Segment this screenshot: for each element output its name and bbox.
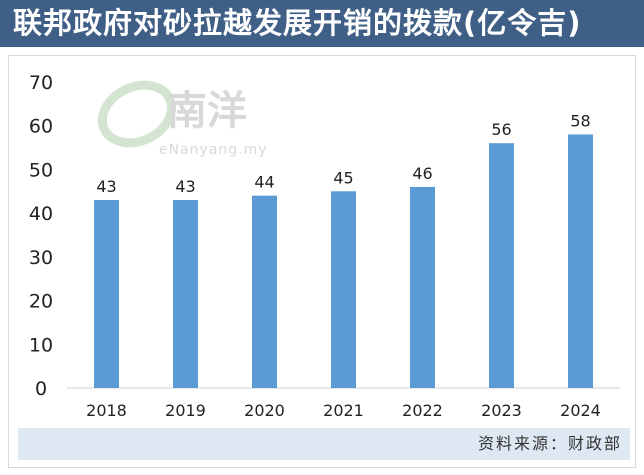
source-bar: 资料来源：财政部 <box>18 428 630 460</box>
x-tick-label: 2024 <box>560 401 601 420</box>
bar <box>410 186 435 388</box>
x-tick-label: 2023 <box>481 401 522 420</box>
bar-value-label: 45 <box>333 168 353 187</box>
bar <box>489 143 514 388</box>
x-tick-label: 2018 <box>86 401 127 420</box>
y-tick-label: 60 <box>29 116 53 138</box>
x-tick-label: 2020 <box>244 401 285 420</box>
bar-value-label: 46 <box>412 164 432 183</box>
bar-value-label: 56 <box>491 120 511 139</box>
x-tick-label: 2021 <box>323 401 364 420</box>
bar-value-label: 58 <box>570 111 590 130</box>
bar <box>568 134 593 388</box>
x-tick-label: 2022 <box>402 401 443 420</box>
watermark-url: eNanyang.my <box>159 142 268 158</box>
bar-value-label: 43 <box>175 177 195 196</box>
bar <box>94 200 119 388</box>
x-tick-label: 2019 <box>165 401 206 420</box>
bar <box>173 200 198 388</box>
watermark-brand-glyphs: 南洋 <box>167 88 247 134</box>
bar <box>331 191 356 388</box>
y-tick-label: 0 <box>35 378 47 400</box>
bar <box>252 195 277 388</box>
y-tick-label: 30 <box>29 247 53 269</box>
source-note: 资料来源：财政部 <box>477 434 622 453</box>
y-tick-label: 10 <box>29 334 53 356</box>
bar-value-label: 43 <box>96 177 116 196</box>
y-tick-label: 50 <box>29 159 53 181</box>
bar-value-label: 44 <box>254 173 274 192</box>
y-tick-label: 40 <box>29 203 53 225</box>
y-tick-label: 20 <box>29 291 53 313</box>
y-tick-label: 70 <box>29 72 53 94</box>
chart-title: 联邦政府对砂拉越发展开销的拨款(亿令吉) <box>0 0 644 47</box>
enanyang-logo: 南洋 eNanyang.my <box>97 80 268 158</box>
